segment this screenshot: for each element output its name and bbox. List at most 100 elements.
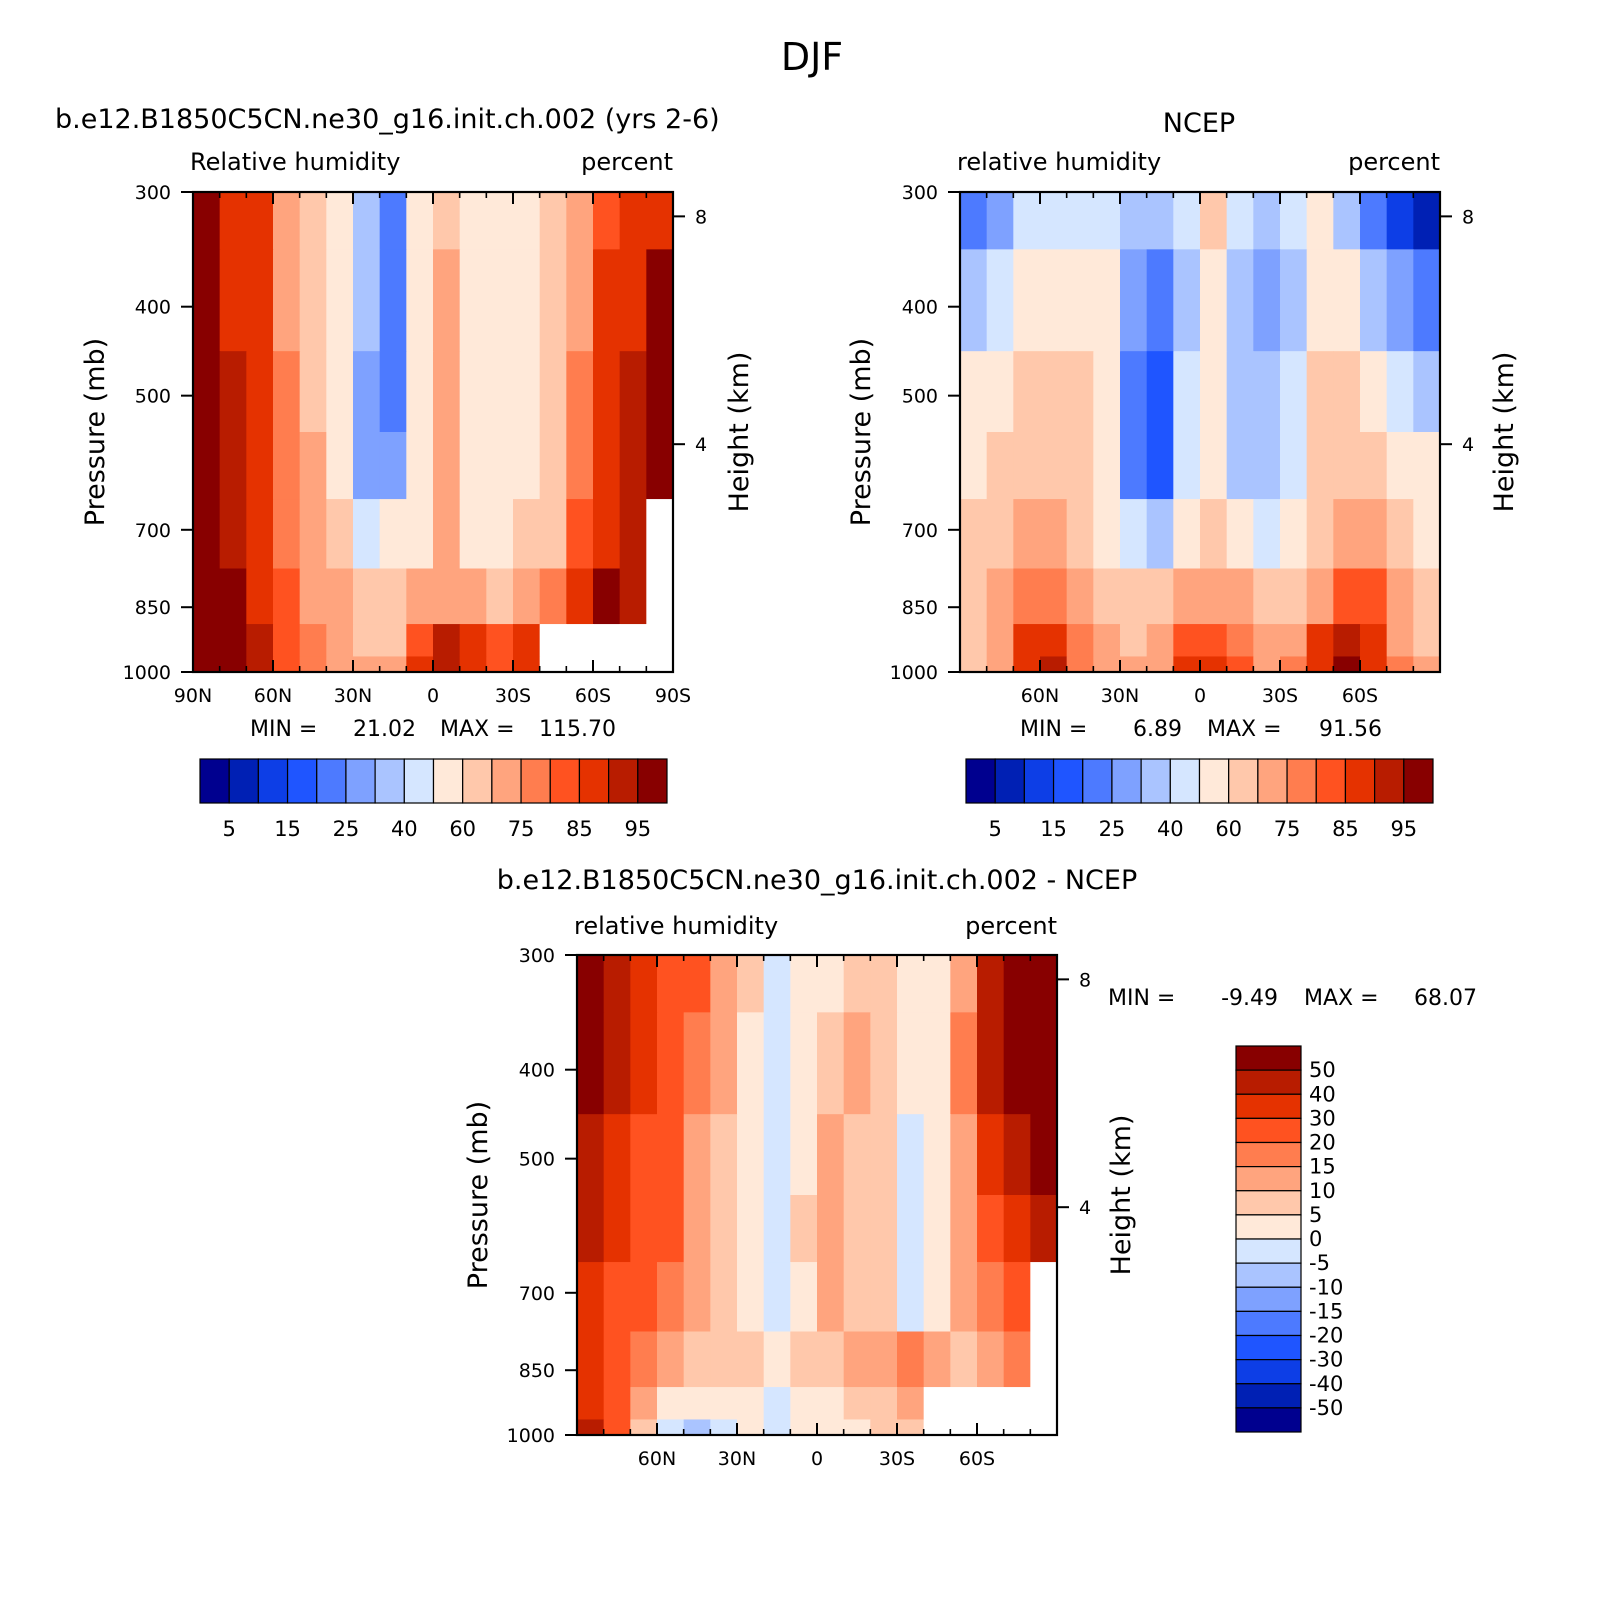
panel-model-units-label: percent <box>581 148 673 176</box>
heatmap-cell <box>1360 249 1388 352</box>
heatmap-cell <box>960 249 988 352</box>
panel-model-max-value: 115.70 <box>539 717 616 742</box>
heatmap-cell <box>566 351 594 433</box>
colorbar-swatch <box>1403 758 1434 804</box>
heatmap-cell <box>646 432 674 500</box>
colorbar-label: 85 <box>566 817 593 841</box>
heatmap-cell <box>1066 192 1094 250</box>
heatmap-cell <box>897 955 925 1013</box>
heatmap-cell <box>817 1195 845 1263</box>
colorbar-swatch <box>1235 1093 1302 1119</box>
heatmap-cell <box>593 568 621 625</box>
heatmap-cell <box>1040 499 1068 570</box>
colorbar-swatch <box>316 758 347 804</box>
heatmap-cell <box>1413 249 1441 352</box>
heatmap-cell <box>486 192 514 250</box>
heatmap-cell <box>1093 499 1121 570</box>
heatmap-cell <box>326 499 354 570</box>
heatmap-cell <box>273 192 301 250</box>
x-tick-label: 30N <box>334 685 372 707</box>
heatmap-cell <box>406 192 434 250</box>
heatmap-cell <box>1306 432 1334 500</box>
heatmap-cell <box>1413 192 1441 250</box>
heatmap-cell <box>246 351 274 433</box>
heatmap-cell <box>1173 568 1201 625</box>
heatmap-cell <box>1093 624 1121 658</box>
heatmap-cell <box>630 1114 658 1196</box>
height-tick-label: 4 <box>695 434 707 456</box>
height-tick-label: 4 <box>1079 1197 1091 1219</box>
heatmap-cell <box>646 656 674 673</box>
heatmap-cell <box>513 624 541 658</box>
heatmap-cell <box>657 1195 685 1263</box>
heatmap-cell <box>193 432 221 500</box>
colorbar-swatch <box>286 758 318 804</box>
heatmap-cell <box>977 1114 1005 1196</box>
heatmap-cell <box>1120 432 1148 500</box>
heatmap-cell <box>486 351 514 433</box>
heatmap-cell <box>577 1195 605 1263</box>
heatmap-cell <box>299 249 327 352</box>
colorbar-swatch <box>257 758 289 804</box>
heatmap-cell <box>1040 192 1068 250</box>
colorbar-label: 5 <box>989 817 1002 841</box>
heatmap-cell <box>977 1195 1005 1263</box>
x-tick-label: 0 <box>811 1448 823 1470</box>
heatmap-cell <box>1066 432 1094 500</box>
panel-model-title: b.e12.B1850C5CN.ne30_g16.init.ch.002 (yr… <box>55 104 720 135</box>
colorbar-label: -5 <box>1309 1251 1330 1275</box>
heatmap-cell <box>577 1262 605 1333</box>
heatmap-cell <box>630 1195 658 1263</box>
heatmap-cell <box>566 568 594 625</box>
heatmap-cell <box>326 432 354 500</box>
heatmap-cell <box>1226 568 1254 625</box>
colorbar-swatch <box>1344 758 1376 804</box>
heatmap-cell <box>193 656 221 673</box>
colorbar-label: -50 <box>1309 1396 1343 1420</box>
heatmap-cell <box>630 1387 658 1421</box>
heatmap-cell <box>923 1419 951 1436</box>
heatmap-cell <box>870 1012 898 1115</box>
heatmap-cell <box>1386 656 1414 673</box>
heatmap-cell <box>977 1419 1005 1436</box>
heatmap-cell <box>539 499 567 570</box>
colorbar-label: 75 <box>508 817 535 841</box>
heatmap-cell <box>486 249 514 352</box>
heatmap-cell <box>977 1331 1005 1388</box>
heatmap-cell <box>193 568 221 625</box>
heatmap-cell <box>790 1387 818 1421</box>
heatmap-cell <box>817 1262 845 1333</box>
heatmap-cell <box>566 499 594 570</box>
colorbar-label: 95 <box>1390 817 1417 841</box>
colorbar-swatch <box>1140 758 1171 804</box>
height-tick-label: 8 <box>1079 969 1091 991</box>
panel-ncep-max-value: 91.56 <box>1319 717 1382 742</box>
heatmap-cell <box>1066 499 1094 570</box>
heatmap-cell <box>326 568 354 625</box>
heatmap-cell <box>1306 624 1334 658</box>
heatmap-cell <box>1003 1331 1031 1388</box>
heatmap-cell <box>683 1262 711 1333</box>
panel-model: b.e12.B1850C5CN.ne30_g16.init.ch.002 (yr… <box>55 104 755 841</box>
heatmap-cell <box>657 1262 685 1333</box>
heatmap-cell <box>960 624 988 658</box>
y-tick-label: 300 <box>135 182 171 204</box>
heatmap-cell <box>1146 432 1174 500</box>
heatmap-cell <box>817 1012 845 1115</box>
heatmap-cell <box>817 1331 845 1388</box>
panel-ncep: NCEP relative humidity percent 60N 30N 0 30… <box>846 108 1520 841</box>
heatmap-cell <box>1280 568 1308 625</box>
heatmap-cell <box>353 192 381 250</box>
heatmap-cell <box>923 1262 951 1333</box>
heatmap-cell <box>193 249 221 352</box>
heatmap-cell <box>539 192 567 250</box>
heatmap-cell <box>219 192 247 250</box>
heatmap-cell <box>646 351 674 433</box>
heatmap-cell <box>593 499 621 570</box>
colorbar-label: 60 <box>449 817 476 841</box>
colorbar-label: 75 <box>1274 817 1301 841</box>
heatmap-cell <box>379 568 407 625</box>
colorbar-label: 5 <box>1309 1203 1322 1227</box>
colorbar-swatch <box>491 758 522 804</box>
